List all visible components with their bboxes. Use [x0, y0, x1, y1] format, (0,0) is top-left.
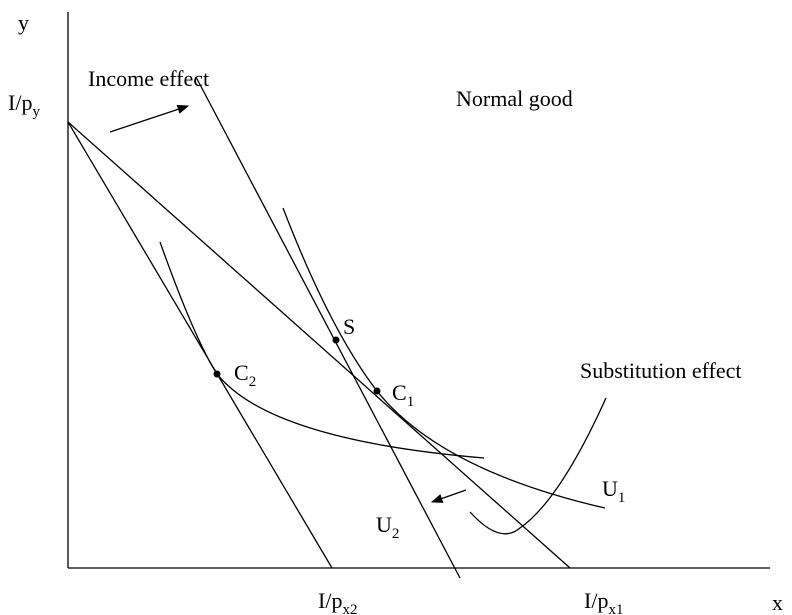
budget-line-1 [67, 121, 571, 569]
income-effect-label: Income effect [88, 66, 209, 91]
substitution-effect-pointer [469, 397, 607, 535]
u2-label: U2 [376, 512, 399, 542]
indifference-curve-u2 [159, 241, 485, 459]
indifference-curve-u1 [282, 207, 606, 509]
x-intercept-1-label: I/px1 [584, 588, 623, 615]
y-axis-label: y [18, 10, 29, 35]
x-axis-label: x [772, 590, 783, 615]
point-s [332, 336, 340, 344]
u1-label: U1 [602, 476, 625, 506]
s-label: S [343, 314, 355, 339]
point-c2 [213, 370, 221, 378]
income-effect-arrow [109, 104, 190, 133]
y-intercept-label: I/py [8, 90, 40, 120]
compensated-budget-line [195, 76, 461, 579]
x-intercept-2-label: I/px2 [318, 588, 357, 615]
substitution-effect-label: Substitution effect [580, 358, 742, 383]
point-c1 [373, 387, 381, 395]
c2-label: C2 [234, 360, 256, 390]
c1-label: C1 [392, 380, 414, 410]
budget-line-2 [67, 121, 333, 569]
normal-good-label: Normal good [456, 86, 573, 111]
shift-arrow [430, 489, 467, 503]
